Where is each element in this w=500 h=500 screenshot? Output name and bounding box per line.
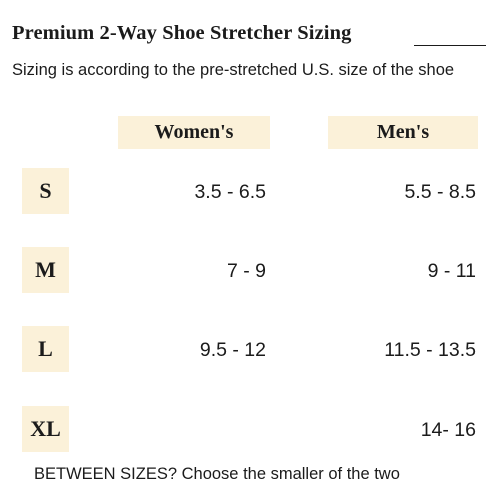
men-range-l: 11.5 - 13.5	[384, 339, 476, 361]
men-range-s: 5.5 - 8.5	[404, 181, 476, 203]
header-men: Men's	[328, 116, 478, 149]
page-subtitle: Sizing is according to the pre-stretched…	[12, 61, 455, 79]
size-label-l: L	[22, 326, 69, 372]
men-range-m: 9 - 11	[427, 260, 476, 282]
men-range-xl: 14- 16	[420, 419, 476, 441]
size-label-s: S	[22, 168, 69, 214]
women-range-m: 7 - 9	[226, 260, 266, 282]
title-rule	[414, 45, 486, 46]
size-label-m: M	[22, 247, 69, 293]
page-title: Premium 2-Way Shoe Stretcher Sizing	[12, 22, 352, 44]
women-range-s: 3.5 - 6.5	[194, 181, 266, 203]
header-women: Women's	[118, 116, 270, 149]
women-range-l: 9.5 - 12	[199, 339, 266, 361]
between-sizes-note: BETWEEN SIZES? Choose the smaller of the…	[34, 465, 400, 483]
size-label-xl: XL	[22, 406, 69, 452]
